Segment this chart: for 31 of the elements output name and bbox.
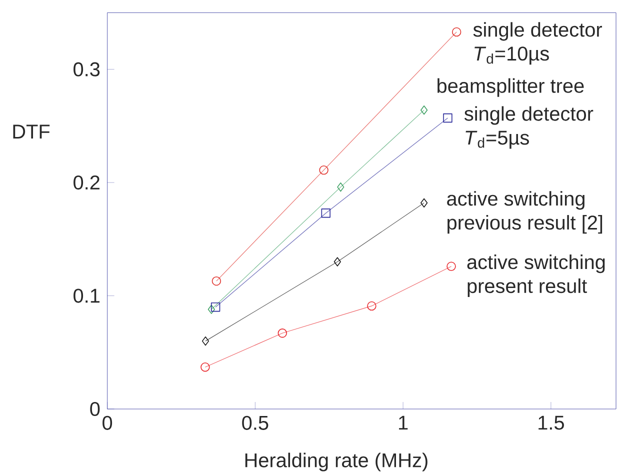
point (446, 262, 456, 271)
y-tick-label: 0.2 (74, 175, 100, 190)
point (334, 257, 341, 266)
x-tick-label: 1 (399, 416, 408, 430)
point (420, 198, 428, 208)
point (367, 301, 376, 311)
point (443, 113, 452, 123)
point (210, 302, 220, 312)
point (319, 165, 328, 175)
point (337, 182, 344, 192)
series-label: active switching previous result [2] (447, 191, 602, 234)
series-label: single detector T$_{d}$=5µs (464, 106, 594, 149)
y-axis-title: DTF (13, 124, 50, 138)
y-tick-label: 0.1 (74, 288, 100, 303)
point (321, 208, 330, 218)
point (202, 336, 210, 346)
series-label: single detector T$_{d}$=10µs (473, 22, 602, 65)
y-tick-label: 0.3 (74, 62, 100, 76)
point (420, 105, 428, 115)
point (208, 304, 215, 314)
point (278, 328, 287, 338)
series-label: beamsplitter tree (438, 78, 584, 97)
x-axis-title: Heralding rate (MHz) (245, 452, 428, 472)
x-tick-label: 1.5 (538, 416, 564, 430)
x-tick-label: 0.5 (242, 416, 268, 430)
series-label: active switching present result (467, 254, 605, 298)
point (212, 276, 222, 286)
x-tick-label: 0 (102, 416, 112, 430)
point (452, 27, 462, 37)
point (200, 362, 210, 372)
y-tick-label: 0 (90, 402, 100, 416)
